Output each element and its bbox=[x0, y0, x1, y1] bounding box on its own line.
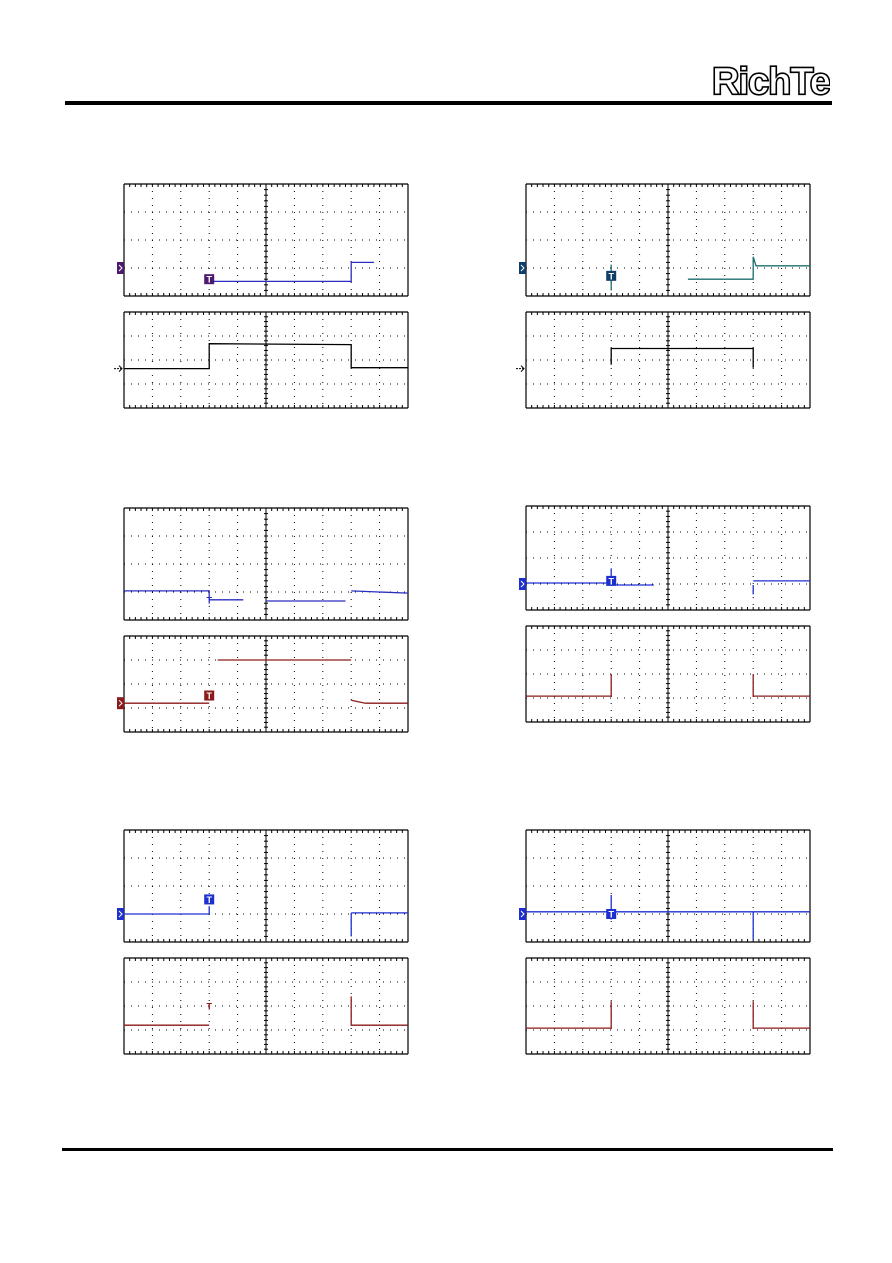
trace-segment-1 bbox=[687, 256, 810, 280]
channel-marker-icon bbox=[117, 262, 124, 274]
footer-rule bbox=[62, 1148, 833, 1151]
channel-marker-icon bbox=[117, 697, 124, 710]
scope-5-bottom-panel: T bbox=[123, 957, 409, 1055]
ground-arrow-head bbox=[118, 365, 123, 372]
trigger-marker-label: T bbox=[206, 895, 212, 905]
trigger-marker-box bbox=[606, 909, 617, 919]
trace-segment-0 bbox=[124, 343, 408, 370]
trace-segment-1 bbox=[350, 996, 408, 1026]
trigger-marker-label: T bbox=[206, 691, 212, 701]
trigger-marker-icon: T bbox=[204, 690, 215, 701]
trigger-marker-icon: T bbox=[606, 909, 617, 920]
channel-marker-chevron bbox=[520, 580, 525, 588]
trigger-marker-icon: T bbox=[204, 894, 215, 905]
channel-marker-chevron bbox=[118, 910, 123, 918]
scope-svg: T bbox=[114, 183, 409, 409]
scope-svg: T bbox=[519, 829, 811, 1055]
header-rule bbox=[65, 101, 832, 105]
scope-svg: TT bbox=[117, 507, 409, 733]
trace-segment-2 bbox=[351, 590, 409, 594]
scope-svg: T bbox=[519, 505, 811, 723]
trigger-marker-box bbox=[204, 894, 215, 905]
scope-svg: T bbox=[516, 183, 811, 409]
trace-segment-0 bbox=[124, 590, 244, 601]
trace-segment-0 bbox=[526, 568, 654, 586]
channel-marker-box bbox=[117, 697, 124, 710]
channel-marker-icon bbox=[519, 578, 526, 590]
ground-arrow-icon bbox=[114, 365, 123, 372]
trigger-marker-label: T bbox=[206, 275, 212, 285]
ground-arrow-icon bbox=[516, 365, 525, 372]
trace-segment-0 bbox=[526, 674, 612, 697]
trace-segment-0 bbox=[208, 261, 374, 283]
channel-marker-box bbox=[117, 908, 124, 920]
scope-capture-4: T bbox=[514, 502, 812, 742]
trigger-marker-label: T bbox=[206, 595, 212, 605]
scope-3-bottom-panel: T bbox=[117, 635, 409, 733]
scope-1-bottom-panel bbox=[114, 311, 409, 409]
trigger-marker-box bbox=[606, 270, 617, 281]
channel-marker-chevron bbox=[118, 699, 123, 707]
scope-2-bottom-panel bbox=[516, 311, 811, 409]
ground-arrow-head bbox=[520, 365, 525, 372]
scope-3-top-panel: T bbox=[123, 507, 409, 621]
channel-marker-icon bbox=[117, 908, 124, 920]
trace-segment-0 bbox=[124, 906, 210, 915]
trace-segment-1 bbox=[752, 1001, 810, 1029]
scope-capture-1: T bbox=[112, 180, 410, 420]
trace-segment-2 bbox=[351, 699, 408, 704]
scope-capture-6: T bbox=[514, 826, 812, 1066]
trace-segment-0 bbox=[610, 347, 754, 368]
channel-marker-box bbox=[117, 262, 124, 274]
trigger-marker-icon: T bbox=[606, 270, 617, 281]
trigger-marker-box bbox=[606, 575, 617, 586]
channel-marker-icon bbox=[519, 262, 526, 274]
channel-marker-chevron bbox=[520, 264, 525, 272]
channel-marker-box bbox=[519, 908, 526, 920]
scope-6-top-panel: T bbox=[519, 829, 811, 943]
scope-capture-2: T bbox=[514, 180, 812, 420]
trigger-marker-label: T bbox=[608, 271, 614, 281]
scope-5-top-panel: T bbox=[117, 829, 409, 943]
channel-marker-box bbox=[519, 262, 526, 274]
scope-svg: TT bbox=[117, 829, 409, 1055]
trigger-marker-box bbox=[204, 274, 215, 285]
scope-2-top-panel: T bbox=[519, 183, 811, 297]
scope-6-bottom-panel bbox=[525, 957, 811, 1055]
trigger-marker-label: T bbox=[608, 910, 614, 920]
channel-marker-icon bbox=[519, 908, 526, 920]
trigger-marker-box bbox=[204, 690, 215, 701]
trigger-marker-icon: T bbox=[204, 274, 215, 285]
channel-marker-chevron bbox=[520, 910, 525, 918]
trigger-marker-label: T bbox=[206, 1002, 212, 1012]
scope-4-top-panel: T bbox=[519, 505, 811, 611]
trace-segment-1 bbox=[752, 674, 810, 697]
trace-segment-0 bbox=[526, 1001, 612, 1029]
trigger-marker-icon: T bbox=[606, 575, 617, 586]
channel-marker-box bbox=[519, 578, 526, 590]
trigger-marker-label: T bbox=[608, 576, 614, 586]
scope-1-top-panel: T bbox=[117, 183, 409, 297]
trigger-marker-icon: T bbox=[206, 1002, 212, 1012]
scope-4-bottom-panel bbox=[525, 625, 811, 723]
trigger-marker-icon: T bbox=[206, 595, 212, 605]
richtek-logo: RichTek RichTek bbox=[711, 58, 854, 104]
svg-text:RichTek: RichTek bbox=[712, 61, 830, 102]
channel-marker-chevron bbox=[118, 264, 123, 272]
